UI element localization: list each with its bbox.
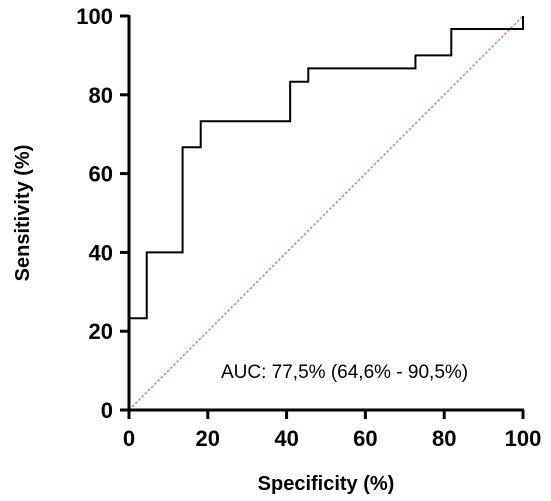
x-tick-label: 0 <box>123 426 135 451</box>
y-tick-label: 0 <box>101 398 113 423</box>
x-tick-label: 80 <box>432 426 456 451</box>
y-tick-label: 60 <box>89 162 113 187</box>
auc-annotation: AUC: 77,5% (64,6% - 90,5%) <box>221 362 468 383</box>
y-tick-label: 100 <box>76 4 113 29</box>
reference-diagonal-line <box>128 15 524 411</box>
x-tick-label: 60 <box>353 426 377 451</box>
roc-curve-line <box>128 16 524 410</box>
y-tick-label: 20 <box>89 319 113 344</box>
ticks-layer: 0 20 40 60 80 100 0 20 40 60 80 100 <box>76 4 541 451</box>
x-tick-label: 20 <box>196 426 220 451</box>
x-tick-label: 40 <box>274 426 298 451</box>
x-axis-label: Specificity (%) <box>258 473 395 495</box>
roc-curve-layer <box>128 16 524 410</box>
reference-diagonal-layer <box>128 15 524 411</box>
y-axis-label: Sensitivity (%) <box>12 145 34 282</box>
y-tick-label: 40 <box>89 240 113 265</box>
x-tick-label: 100 <box>505 426 542 451</box>
axes-layer <box>127 15 524 412</box>
y-tick-label: 80 <box>89 83 113 108</box>
